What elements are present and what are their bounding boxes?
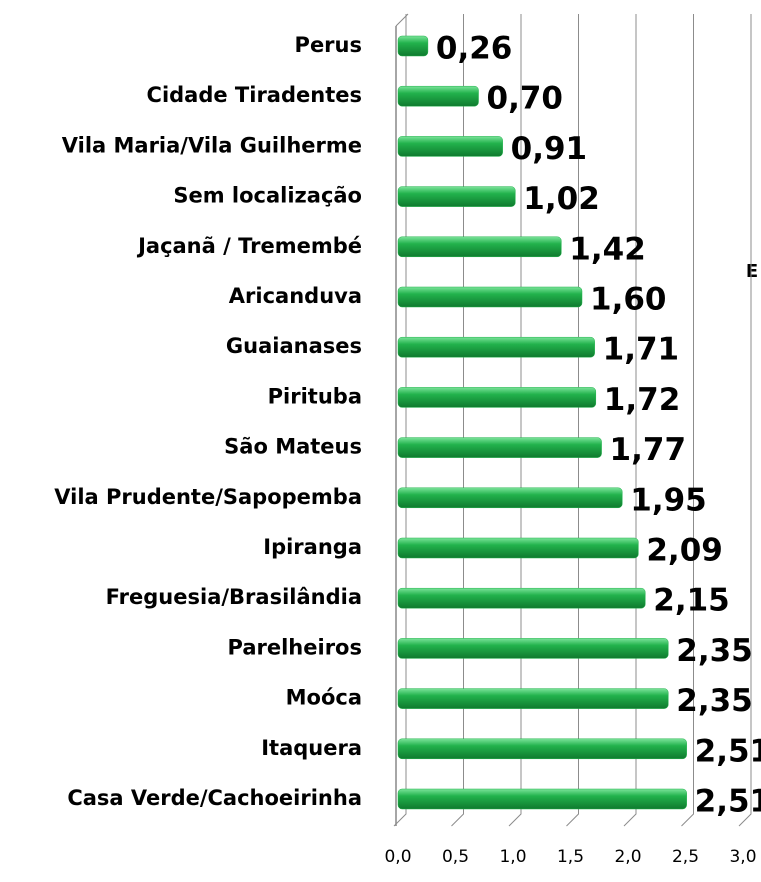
category-label: Guaianases — [226, 334, 362, 358]
value-label: 1,95 — [630, 482, 707, 518]
value-label: 2,09 — [646, 533, 723, 569]
category-label: Sem localização — [173, 184, 362, 208]
value-label: 2,15 — [653, 583, 730, 619]
value-label: 0,70 — [487, 81, 564, 117]
category-label: Vila Maria/Vila Guilherme — [62, 133, 362, 157]
value-label: 1,71 — [603, 332, 680, 368]
value-label: 2,35 — [676, 633, 753, 669]
value-label: 2,51 — [695, 784, 761, 820]
category-label: Casa Verde/Cachoeirinha — [67, 786, 362, 810]
grid-line — [623, 14, 637, 827]
category-label: Itaquera — [261, 736, 362, 760]
bar — [397, 738, 687, 760]
category-label: Freguesia/Brasilândia — [106, 585, 362, 609]
x-tick-label: 0,0 — [384, 847, 411, 867]
bar — [397, 487, 623, 509]
value-label: 1,77 — [610, 432, 687, 468]
grid-line — [508, 14, 522, 827]
category-label: Vila Prudente/Sapopemba — [54, 485, 362, 509]
grid-line — [738, 14, 752, 827]
bar — [397, 587, 646, 609]
grid-line — [451, 14, 464, 827]
x-tick-label: 1,5 — [557, 847, 584, 867]
bar — [397, 638, 669, 659]
value-label: 1,42 — [569, 231, 646, 267]
bar — [397, 537, 639, 559]
annotation: E — [746, 261, 758, 282]
bar — [397, 336, 595, 358]
grid-line — [566, 14, 579, 827]
grid-line — [681, 14, 694, 827]
bar — [397, 136, 503, 157]
bar — [397, 286, 583, 308]
category-label: São Mateus — [224, 435, 362, 459]
category-label: Parelheiros — [228, 635, 362, 659]
category-label: Pirituba — [268, 384, 362, 408]
value-label: 2,35 — [676, 683, 753, 719]
value-label: 1,60 — [590, 282, 667, 318]
bar — [397, 35, 429, 57]
bar — [397, 85, 479, 107]
bar — [397, 788, 687, 810]
bar — [397, 186, 516, 207]
x-tick-label: 2,5 — [672, 847, 699, 867]
bar — [397, 437, 602, 458]
category-label: Perus — [295, 33, 362, 57]
bar — [397, 236, 562, 258]
bar — [397, 688, 669, 709]
x-tick-label: 1,0 — [499, 847, 526, 867]
x-tick-label: 0,5 — [442, 847, 469, 867]
value-label: 0,26 — [436, 31, 513, 67]
value-label: 1,02 — [523, 181, 600, 217]
value-label: 1,72 — [604, 382, 681, 418]
category-label: Ipiranga — [263, 535, 362, 559]
x-tick-label: 3,0 — [729, 847, 756, 867]
category-label: Jaçanã / Tremembé — [136, 234, 362, 258]
category-label: Cidade Tiradentes — [147, 83, 362, 107]
value-label: 0,91 — [511, 131, 588, 167]
bar — [397, 387, 597, 408]
x-tick-label: 2,0 — [614, 847, 641, 867]
value-label: 2,51 — [695, 733, 761, 769]
category-label: Aricanduva — [229, 284, 362, 308]
category-label: Moóca — [286, 686, 362, 710]
grid-line — [393, 14, 407, 827]
